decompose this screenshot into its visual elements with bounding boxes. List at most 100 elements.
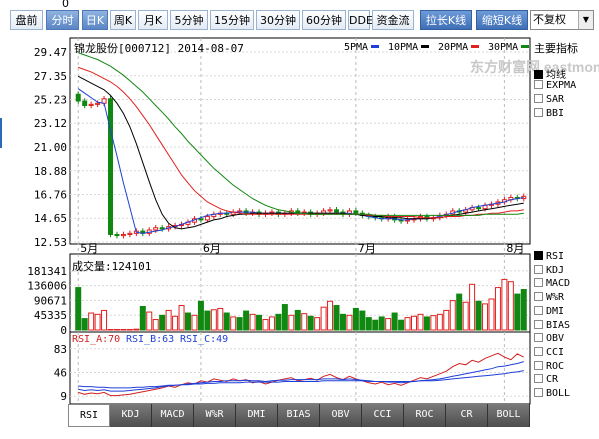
tab-obv[interactable]: OBV xyxy=(320,404,362,427)
volume-bar xyxy=(223,312,230,331)
tab-bias[interactable]: BIAS xyxy=(278,404,320,427)
tab-roc[interactable]: ROC xyxy=(404,404,446,427)
volume-bar xyxy=(443,309,450,331)
adjust-select[interactable]: 不复权 ▼ xyxy=(530,10,594,30)
volume-bar xyxy=(411,315,417,331)
main-indicator-item[interactable]: 均线 xyxy=(534,66,566,81)
candle-body xyxy=(198,218,204,221)
main-indicator-label: SAR xyxy=(546,94,565,105)
volume-bar xyxy=(482,303,489,331)
btn-capital-flow[interactable]: 资金流 xyxy=(372,10,414,30)
ma-legend-label: 20PMA xyxy=(438,42,469,53)
volume-bar xyxy=(385,318,392,331)
volume-bar xyxy=(88,312,95,331)
ma-legend-label: 30PMA xyxy=(488,42,519,53)
checkbox-icon xyxy=(534,108,543,117)
volume-bar xyxy=(359,310,366,331)
btn-shrink-k[interactable]: 缩短K线 xyxy=(476,10,528,30)
btn-intraday[interactable]: 分时 xyxy=(46,10,79,30)
volume-bar xyxy=(430,315,437,331)
btn-daily-k[interactable]: 日K xyxy=(82,10,108,30)
volume-bars xyxy=(75,278,527,331)
volume-bar xyxy=(243,310,250,331)
tab-cci[interactable]: CCI xyxy=(362,404,404,427)
btn-60min[interactable]: 60分钟 xyxy=(302,10,346,30)
main-y-tick-label: 29.47 xyxy=(34,46,67,59)
sub-indicator-label: CR xyxy=(546,374,559,386)
volume-y-tick-label: 90671 xyxy=(34,294,67,307)
rsi-y-tick-label: 83 xyxy=(54,343,67,356)
btn-5min[interactable]: 5分钟 xyxy=(170,10,208,30)
volume-bar xyxy=(288,314,295,331)
volume-bar xyxy=(507,281,514,331)
sub-indicator-item[interactable]: ROC xyxy=(534,360,564,372)
main-indicator-item[interactable]: EXPMA xyxy=(534,80,576,91)
btn-stretch-k[interactable]: 拉长K线 xyxy=(420,10,472,30)
rsi-legend-label: RSI_A:70 xyxy=(72,334,121,345)
btn-15min[interactable]: 15分钟 xyxy=(210,10,254,30)
btn-30min[interactable]: 30分钟 xyxy=(256,10,300,30)
watermark: 东方财富网 eastmoney.com xyxy=(470,59,599,75)
sub-indicator-item[interactable]: W%R xyxy=(534,292,564,303)
volume-bar xyxy=(256,314,263,331)
btn-dde[interactable]: DDE xyxy=(348,10,373,30)
sub-indicator-item[interactable]: BIAS xyxy=(534,319,570,331)
tab-dmi[interactable]: DMI xyxy=(236,404,278,427)
sub-indicator-item[interactable]: OBV xyxy=(534,333,564,344)
tab-rsi[interactable]: RSI xyxy=(68,404,110,427)
radio-icon xyxy=(534,360,543,370)
tab-kdj[interactable]: KDJ xyxy=(110,404,152,427)
chart-title: 锦龙股份[000712] 2014-08-07 xyxy=(74,42,244,55)
main-indicator-item[interactable]: SAR xyxy=(534,94,564,105)
rsi-y-tick-label: 9 xyxy=(60,390,67,403)
volume-bar xyxy=(281,304,288,331)
rsi-lines xyxy=(78,352,525,397)
volume-bar xyxy=(133,328,140,331)
sub-indicator-item[interactable]: RSI xyxy=(534,251,564,262)
tab-macd[interactable]: MACD xyxy=(152,404,194,427)
volume-bar xyxy=(456,293,463,331)
volume-bar xyxy=(327,300,334,331)
radio-icon xyxy=(534,388,543,397)
volume-bar xyxy=(469,283,476,331)
candle-body xyxy=(353,210,359,214)
left-edge-marker xyxy=(0,118,2,148)
sub-indicator-item[interactable]: KDJ xyxy=(534,264,564,276)
btn-premarket[interactable]: 盘前 xyxy=(10,10,43,30)
sub-indicator-item[interactable]: CR xyxy=(534,374,558,385)
volume-bar xyxy=(262,319,269,331)
tab-boll[interactable]: BOLL xyxy=(488,404,530,427)
ma-line-5pma xyxy=(77,88,524,234)
sub-indicator-item[interactable]: MACD xyxy=(534,278,570,289)
indicator-tabs: RSI KDJ MACD W%R DMI BIAS OBV CCI ROC CR BOLL xyxy=(68,404,530,428)
chart-ticks: 29.47 27.35 25.23 23.12 21.00 18.88 16.76 14.65… xyxy=(27,46,524,403)
sub-indicator-item[interactable]: BOLL xyxy=(534,388,570,399)
main-indicator-item[interactable]: BBI xyxy=(534,108,564,119)
volume-bar xyxy=(404,317,411,331)
volume-bar xyxy=(172,315,179,331)
tab-wpctr[interactable]: W%R xyxy=(194,404,236,427)
tab-cr[interactable]: CR xyxy=(446,404,488,427)
volume-title: 成交量:124101 xyxy=(72,260,152,273)
candle-body xyxy=(127,232,133,235)
sub-indicator-item[interactable]: CCI xyxy=(534,346,564,358)
volume-bar xyxy=(488,298,495,331)
volume-bar xyxy=(139,306,146,331)
sub-indicator-label: W%R xyxy=(546,292,565,304)
btn-monthly-k[interactable]: 月K xyxy=(138,10,168,30)
volume-bar xyxy=(94,313,101,331)
volume-bar xyxy=(494,287,501,331)
chevron-down-icon: ▼ xyxy=(578,11,593,29)
radio-icon xyxy=(534,319,543,329)
sub-indicator-item[interactable]: DMI xyxy=(534,305,564,317)
volume-bar xyxy=(120,329,127,331)
btn-weekly-k[interactable]: 周K xyxy=(110,10,136,30)
x-tick-label: 6月 xyxy=(203,242,221,255)
x-tick-label: 7月 xyxy=(358,242,376,255)
volume-bar xyxy=(294,309,301,331)
main-y-tick-label: 14.65 xyxy=(34,212,67,225)
volume-bar xyxy=(333,305,340,331)
main-indicator-label: BBI xyxy=(546,108,565,119)
radio-icon xyxy=(534,292,543,302)
